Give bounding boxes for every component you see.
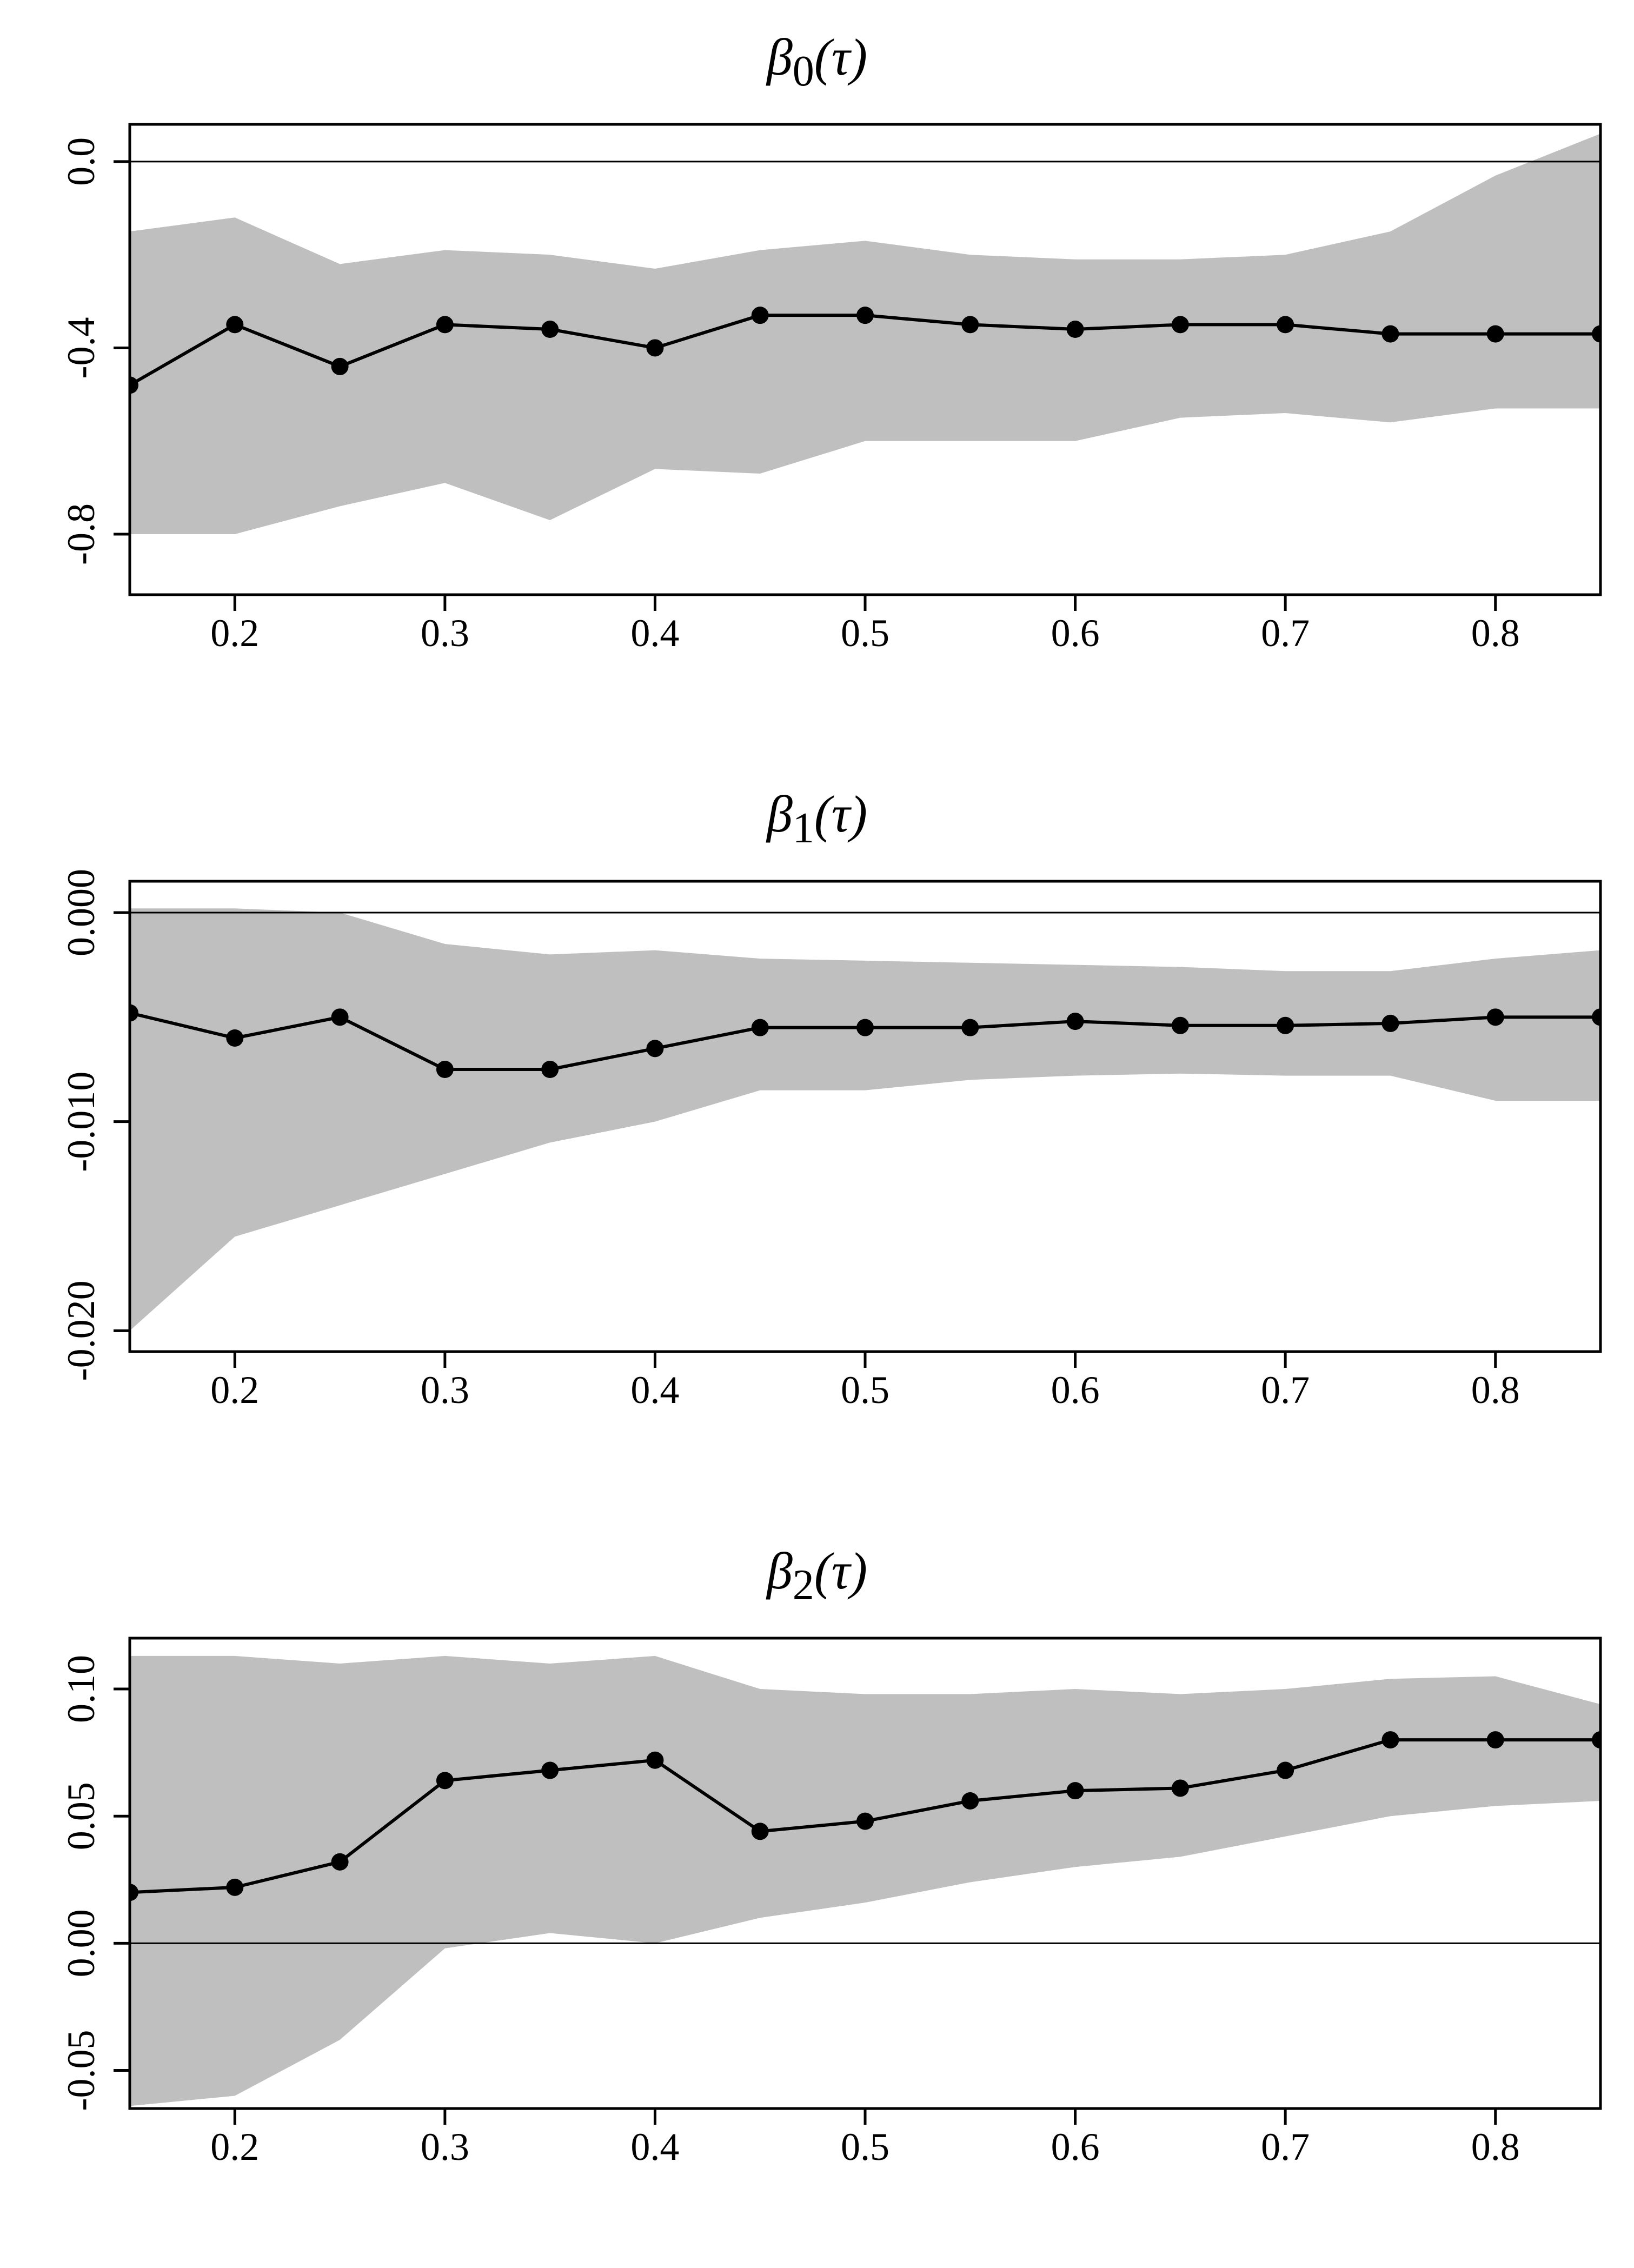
estimate-marker bbox=[1487, 1731, 1504, 1748]
y-tick-label: -0.05 bbox=[59, 2030, 103, 2111]
estimate-marker bbox=[226, 316, 243, 333]
estimate-marker bbox=[1067, 1782, 1084, 1799]
estimate-marker bbox=[226, 1879, 243, 1896]
panel-svg-2: 0.2 0.3 0.4 0.5 0.6 0.7 0.8 -0.05 0.00 0.05 0.10 bbox=[0, 1514, 1634, 2268]
panel-svg-1: 0.2 0.3 0.4 0.5 0.6 0.7 0.8 -0.020 -0.010 0.000 bbox=[0, 757, 1634, 1511]
panel-svg-0: 0.2 0.3 0.4 0.5 0.6 0.7 0.8 -0.8 -0.4 0.0 bbox=[0, 0, 1634, 754]
estimate-marker bbox=[226, 1029, 243, 1047]
estimate-marker bbox=[1277, 1017, 1294, 1034]
estimate-marker bbox=[436, 1772, 454, 1789]
estimate-marker bbox=[1172, 1779, 1189, 1797]
estimate-marker bbox=[1381, 1015, 1399, 1032]
estimate-marker bbox=[541, 1762, 559, 1779]
x-tick-label: 0.2 bbox=[210, 611, 259, 655]
panel-title-1: β1(τ) bbox=[0, 784, 1634, 853]
estimate-marker bbox=[1487, 1008, 1504, 1026]
estimate-marker bbox=[961, 1792, 979, 1810]
x-tick-label: 0.6 bbox=[1051, 1368, 1100, 1412]
x-tick-label: 0.3 bbox=[421, 611, 469, 655]
x-tick-label: 0.6 bbox=[1051, 2125, 1100, 2169]
y-tick-label: 0.10 bbox=[59, 1655, 103, 1723]
confidence-band bbox=[130, 1656, 1600, 2106]
x-tick-label: 0.7 bbox=[1261, 611, 1310, 655]
y-tick-label: 0.000 bbox=[59, 869, 103, 956]
estimate-marker bbox=[1067, 321, 1084, 338]
estimate-marker bbox=[1381, 325, 1399, 343]
estimate-marker bbox=[436, 1061, 454, 1078]
estimate-marker bbox=[856, 307, 874, 324]
y-tick-label: -0.8 bbox=[59, 503, 103, 565]
estimate-marker bbox=[331, 1008, 349, 1026]
estimate-marker bbox=[961, 1019, 979, 1036]
estimate-marker bbox=[1277, 1762, 1294, 1779]
x-tick-label: 0.4 bbox=[630, 611, 679, 655]
estimate-marker bbox=[1067, 1013, 1084, 1030]
x-tick-label: 0.6 bbox=[1051, 611, 1100, 655]
x-tick-label: 0.8 bbox=[1471, 611, 1520, 655]
estimate-marker bbox=[646, 1752, 663, 1769]
x-tick-label: 0.7 bbox=[1261, 1368, 1310, 1412]
x-tick-label: 0.5 bbox=[841, 2125, 889, 2169]
panel-0: β0(τ) 0.2 0.3 0.4 0.5 0.6 0.7 0.8 -0.8 -0.4 0.0 bbox=[0, 0, 1634, 754]
x-tick-label: 0.5 bbox=[841, 611, 889, 655]
x-tick-label: 0.4 bbox=[630, 1368, 679, 1412]
y-tick-label: -0.4 bbox=[59, 317, 103, 378]
estimate-marker bbox=[752, 1823, 769, 1840]
estimate-marker bbox=[856, 1813, 874, 1830]
estimate-marker bbox=[1172, 1017, 1189, 1034]
x-tick-label: 0.3 bbox=[421, 1368, 469, 1412]
panel-1: β1(τ)0.20.30.40.50.60.70.8-0.020-0.0100.… bbox=[0, 757, 1634, 1511]
x-tick-label: 0.7 bbox=[1261, 2125, 1310, 2169]
x-tick-label: 0.8 bbox=[1471, 1368, 1520, 1412]
panel-title-0: β0(τ) bbox=[0, 27, 1634, 96]
estimate-marker bbox=[1172, 316, 1189, 333]
y-tick-label: -0.020 bbox=[59, 1280, 103, 1381]
x-tick-label: 0.2 bbox=[210, 2125, 259, 2169]
y-tick-label: 0.00 bbox=[59, 1909, 103, 1977]
panel-title-2: β2(τ) bbox=[0, 1541, 1634, 1610]
estimate-marker bbox=[752, 1019, 769, 1036]
chart-page: β0(τ) 0.2 0.3 0.4 0.5 0.6 0.7 0.8 -0.8 -0.4 0.0 β1(… bbox=[0, 0, 1634, 2268]
estimate-marker bbox=[1381, 1731, 1399, 1748]
estimate-marker bbox=[541, 321, 559, 338]
y-tick-label: -0.010 bbox=[59, 1072, 103, 1172]
x-tick-label: 0.4 bbox=[630, 2125, 679, 2169]
confidence-band bbox=[130, 908, 1600, 1331]
estimate-marker bbox=[856, 1019, 874, 1036]
estimate-marker bbox=[646, 1040, 663, 1057]
estimate-marker bbox=[1277, 316, 1294, 333]
estimate-marker bbox=[961, 316, 979, 333]
panel-2: β2(τ)0.20.30.40.50.60.70.8-0.050.000.050… bbox=[0, 1514, 1634, 2268]
estimate-marker bbox=[541, 1061, 559, 1078]
estimate-marker bbox=[436, 316, 454, 333]
estimate-marker bbox=[1487, 325, 1504, 343]
x-tick-label: 0.2 bbox=[210, 1368, 259, 1412]
estimate-marker bbox=[331, 358, 349, 375]
estimate-marker bbox=[646, 339, 663, 356]
x-tick-label: 0.5 bbox=[841, 1368, 889, 1412]
x-tick-label: 0.3 bbox=[421, 2125, 469, 2169]
y-tick-label: 0.05 bbox=[59, 1782, 103, 1850]
y-tick-label: 0.0 bbox=[59, 137, 103, 186]
x-tick-label: 0.8 bbox=[1471, 2125, 1520, 2169]
estimate-marker bbox=[331, 1853, 349, 1871]
estimate-marker bbox=[752, 307, 769, 324]
